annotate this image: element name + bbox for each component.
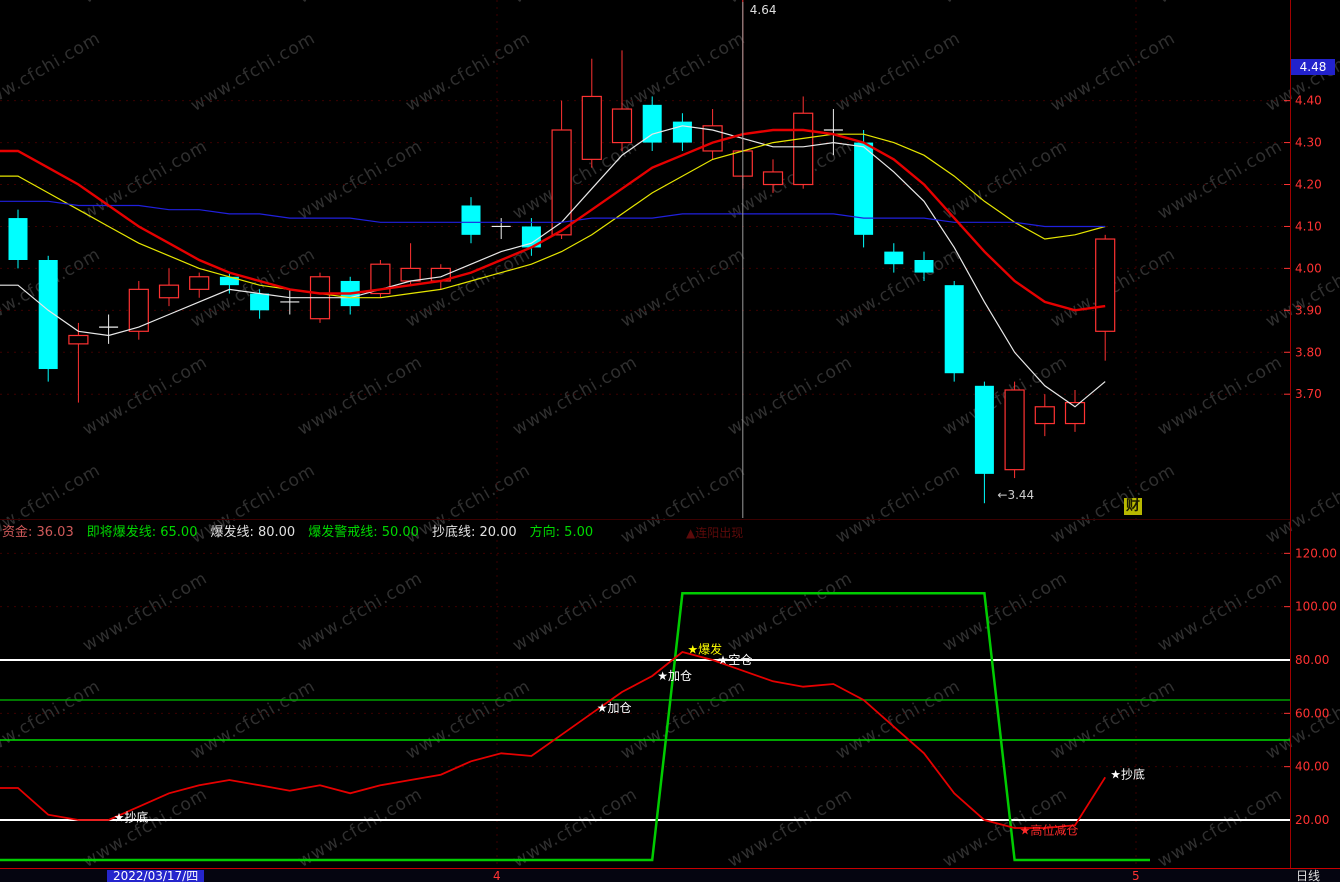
indicator-chart-pane[interactable]: 120.00 100.00 80.00 60.00 40.00 20.00 ★抄底 ★加仓 ★加… (0, 540, 1340, 868)
indicator-param: 爆发警戒线: 50.00 (308, 525, 419, 540)
candle-body[interactable] (1095, 238, 1116, 332)
candle-body[interactable] (370, 263, 391, 295)
pattern-note: ▲连阳出现 (686, 526, 744, 540)
candle-body[interactable] (521, 226, 541, 248)
indicator-param: 即将爆发线: 65.00 (86, 525, 198, 540)
price-chart-pane[interactable]: 4.40 4.30 4.20 4.10 4.00 3.90 3.80 3.70 4.64 ←3.4… (0, 0, 1340, 520)
ma-line-yellow (0, 133, 1106, 299)
price-axis-label: 3.90 (1295, 303, 1322, 317)
candle-body[interactable] (128, 288, 149, 332)
candle-body[interactable] (8, 218, 28, 260)
candle-body[interactable] (1064, 401, 1086, 425)
candle-body[interactable] (250, 293, 270, 311)
indicator-axis-label: 120.00 (1295, 546, 1337, 560)
candle-body[interactable] (884, 251, 904, 265)
candle-body[interactable] (158, 284, 180, 299)
high-annotation: 4.64 (750, 3, 777, 17)
current-price-value: 4.48 (1299, 60, 1327, 74)
candle-body[interactable] (461, 205, 481, 235)
price-axis-line (1290, 0, 1291, 882)
current-price-tag: 4.48 (1291, 59, 1335, 75)
candle-body[interactable] (551, 129, 572, 236)
indicator-param: 方向: 5.00 (529, 525, 594, 540)
candle-body[interactable] (854, 142, 874, 235)
signal-label: ★加仓 (597, 701, 632, 715)
ma-line-red (0, 128, 1106, 312)
price-axis-label: 3.80 (1295, 345, 1322, 359)
indicator-axis-label: 80.00 (1295, 653, 1329, 667)
indicator-header: 资金: 36.03 即将爆发线: 65.00 爆发线: 80.00 爆发警戒线: 50… (2, 521, 593, 540)
signal-label: ★空仓 (718, 653, 753, 667)
ma-line-white (0, 125, 1106, 408)
price-axis-label: 4.10 (1295, 219, 1322, 233)
candle-body[interactable] (672, 121, 692, 143)
month-marker: 5 (1132, 869, 1140, 882)
signal-label: ★爆发 (687, 641, 722, 656)
signal-label: ★加仓 (657, 669, 692, 683)
candle-body[interactable] (219, 276, 239, 286)
signal-label: ★抄底 (1110, 767, 1145, 782)
candle-body[interactable] (974, 385, 994, 474)
candle-body[interactable] (793, 112, 814, 186)
indicator-axis-label: 20.00 (1295, 813, 1329, 827)
candle-body[interactable] (914, 260, 934, 273)
candle-body[interactable] (762, 171, 784, 186)
indicator-param: 资金: 36.03 (2, 525, 74, 540)
candle-body[interactable] (189, 276, 210, 290)
indicator-axis-label: 60.00 (1295, 706, 1329, 720)
price-axis-label: 4.30 (1295, 136, 1322, 150)
indicator-param: 爆发线: 80.00 (210, 525, 296, 540)
candle-body[interactable] (68, 334, 89, 345)
candle-body[interactable] (1004, 389, 1025, 471)
month-marker: 4 (493, 869, 501, 882)
indicator-param: 抄底线: 20.00 (431, 525, 517, 540)
candle-body[interactable] (38, 260, 58, 370)
candle-body[interactable] (944, 285, 964, 374)
signal-label: ★抄底 (114, 809, 149, 824)
pane-divider (0, 519, 1290, 520)
price-axis-label: 4.00 (1295, 261, 1322, 275)
status-bar: 2022/03/17/四 4 5 日线 (0, 868, 1340, 882)
ma-line-blue (0, 200, 1106, 228)
indicator-axis-label: 100.00 (1295, 600, 1337, 614)
candle-body[interactable] (400, 267, 421, 282)
price-axis-label: 4.40 (1295, 94, 1322, 108)
indicator-axis-label: 40.00 (1295, 760, 1329, 774)
indicator-line-方向 (0, 592, 1150, 862)
price-axis-label: 3.70 (1295, 387, 1322, 401)
indicator-line-资金 (0, 651, 1106, 829)
date-label: 2022/03/17/四 (107, 870, 205, 882)
period-selector[interactable]: 日线 (1296, 869, 1321, 882)
candle-body[interactable] (581, 95, 602, 160)
price-axis-label: 4.20 (1295, 178, 1322, 192)
broker-logo: 财 (1124, 498, 1142, 515)
candle-body[interactable] (1034, 406, 1055, 425)
low-annotation: ←3.44 (997, 488, 1034, 502)
candle-body[interactable] (642, 104, 662, 143)
candle-body[interactable] (611, 108, 633, 144)
signal-label: ★高位减仓 (1020, 823, 1079, 838)
